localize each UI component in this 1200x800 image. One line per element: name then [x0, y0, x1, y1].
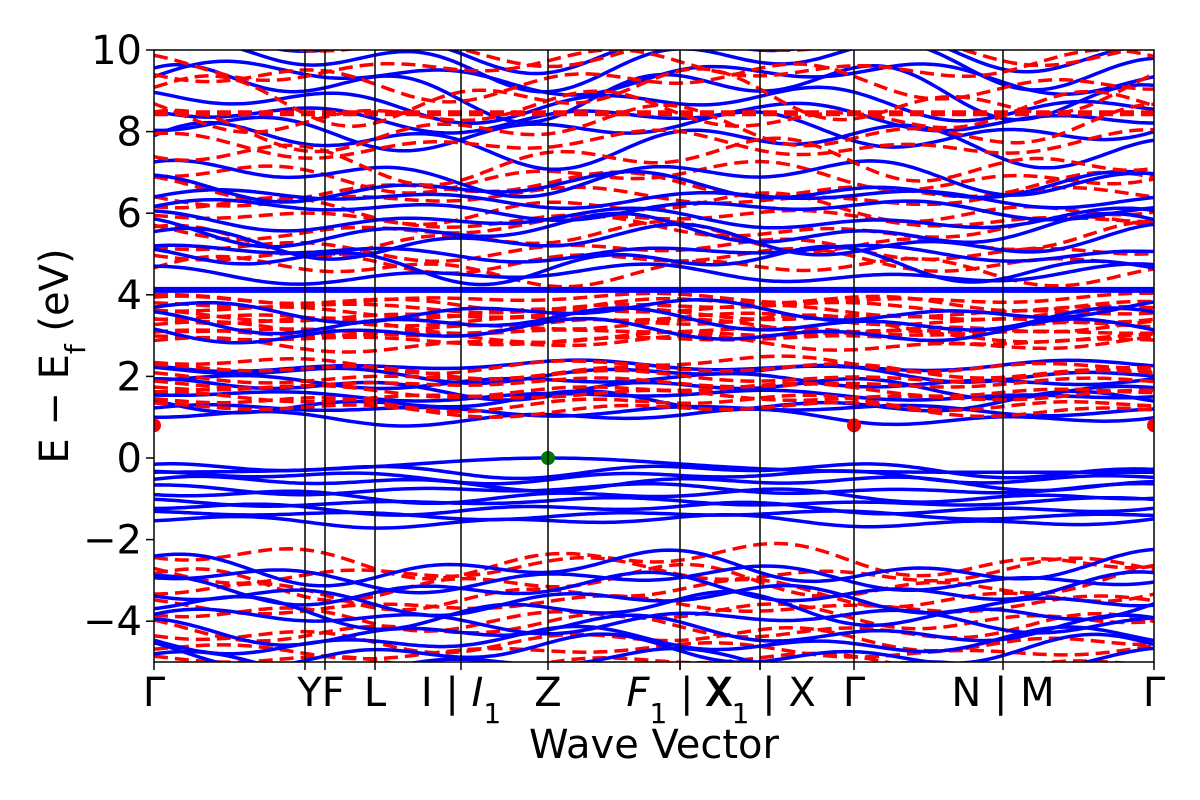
spin-up-band-line: [154, 101, 1154, 135]
x-axis-ticks: Γ YF L I | I1 Z F1 | XX1 | X Γ N | M Γ: [143, 662, 1166, 730]
spin-up-band-line: [154, 495, 1154, 508]
x-tick-label: Γ: [143, 670, 166, 716]
spin-up-band-line: [154, 316, 1154, 345]
spin-down-band-line: [154, 577, 1154, 612]
spin-up-band-line: [154, 547, 1154, 588]
x-tick-label: X1 | X: [704, 670, 816, 730]
kpoint-divider-lines: [304, 50, 1004, 662]
x-tick-label: F1 | X: [626, 670, 733, 730]
spin-up-band-line: [154, 589, 1154, 632]
spin-up-band-line: [154, 632, 1154, 662]
y-axis-ticks: −4 −2 0 2 4 6 8 10: [83, 28, 154, 645]
spin-up-band-line: [154, 376, 1154, 402]
y-tick-label: 0: [117, 436, 142, 482]
spin-up-band-line: [154, 403, 1154, 418]
spin-down-band-line: [154, 246, 1154, 275]
valence-band-max-line: [154, 456, 1154, 475]
spin-up-band-line: [154, 85, 1154, 126]
y-tick-label: 2: [117, 354, 142, 400]
spin-up-band-line: [154, 306, 1154, 336]
spin-up-band-line: [154, 564, 1154, 595]
spin-up-band-line: [154, 243, 1154, 264]
x-tick-label: Γ: [843, 670, 866, 716]
spin-up-band-line: [154, 388, 1154, 403]
spin-up-band-line: [154, 513, 1154, 530]
spin-up-band-line: [154, 244, 1154, 287]
spin-up-band-line: [154, 211, 1154, 249]
y-tick-label: −2: [83, 518, 142, 564]
spin-up-band-line: [154, 363, 1154, 386]
plot-area: [154, 50, 1154, 662]
spin-up-band-line: [154, 298, 1154, 325]
x-tick-label: YF: [296, 670, 344, 716]
x-tick-label: Z: [534, 670, 561, 716]
spin-up-band-line: [154, 158, 1154, 199]
y-axis-title-sub: f: [59, 343, 92, 354]
spin-up-band-line: [154, 481, 1154, 497]
cbm-marker: [154, 418, 161, 433]
spin-up-band-line: [154, 50, 1154, 94]
spin-up-band-line: [154, 509, 1154, 522]
spin-down-band-line: [154, 50, 1154, 83]
spin-up-band-line: [154, 169, 1154, 204]
spin-up-band-line: [154, 358, 1154, 374]
spin-down-band-line: [154, 89, 1154, 134]
spin-up-band-line: [154, 206, 1154, 233]
x-tick-label: N | M: [951, 670, 1054, 716]
y-axis-title: E − Ef (eV): [32, 248, 92, 463]
x-tick-label: L: [364, 670, 387, 716]
spin-up-band-line: [154, 222, 1154, 261]
y-axis-title-main: E − E: [32, 354, 78, 464]
spin-up-band-line: [154, 646, 1154, 662]
y-tick-label: −4: [83, 599, 142, 645]
spin-up-band-line: [154, 469, 1154, 486]
spin-down-band-line: [154, 62, 1154, 104]
spin-up-band-line: [154, 570, 1154, 607]
spin-up-band-line: [154, 607, 1154, 636]
y-tick-label: 10: [91, 28, 142, 74]
spin-up-band-line: [154, 197, 1154, 223]
y-tick-label: 4: [117, 273, 142, 319]
spin-down-band-line: [154, 67, 1154, 128]
y-axis-title-unit: (eV): [32, 248, 78, 344]
y-tick-label: 8: [117, 110, 142, 156]
plot-frame: [153, 49, 1155, 663]
spin-down-band-line: [283, 50, 1144, 69]
spin-down-band-line: [154, 127, 1154, 160]
spin-up-band-line: [154, 583, 1154, 618]
x-axis-title: Wave Vector: [529, 722, 780, 768]
cbm-marker: [1147, 418, 1154, 433]
y-tick-label: 6: [117, 191, 142, 237]
spin-up-band-line: [154, 474, 1154, 493]
spin-up-band-line: [154, 487, 1154, 506]
spin-up-band-line: [154, 389, 1154, 415]
spin-up-band-line: [154, 500, 1154, 517]
spin-up-band-line: [154, 407, 1154, 428]
x-tick-label: I | I1: [421, 670, 501, 730]
x-tick-label: Γ: [1143, 670, 1166, 716]
spin-down-band-line: [154, 541, 1154, 581]
spin-down-band-line: [154, 254, 1154, 289]
